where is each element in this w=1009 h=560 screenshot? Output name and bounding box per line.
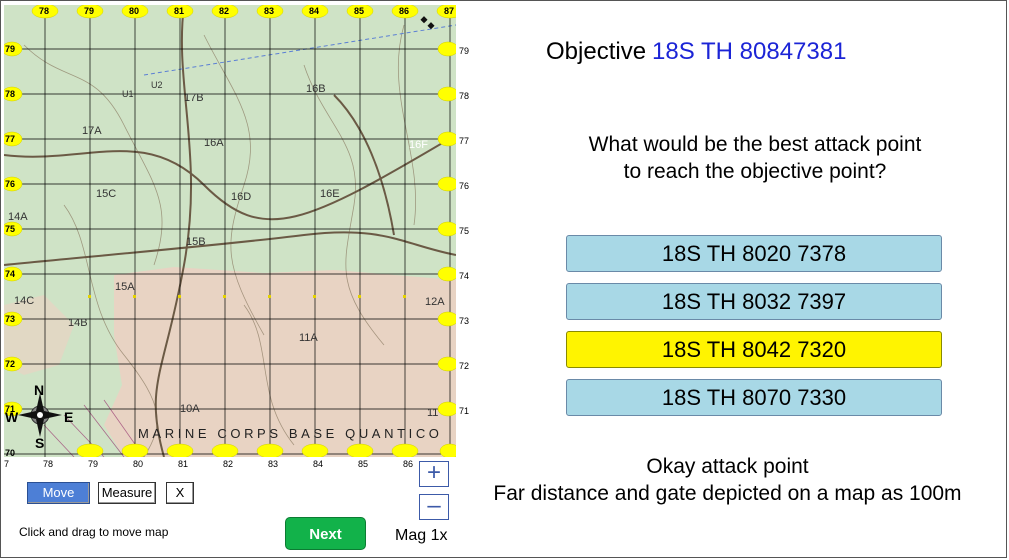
- map-area-label: 11: [427, 407, 439, 419]
- magnification-label: Mag 1x: [395, 527, 448, 544]
- grid-right-label: 76: [459, 181, 470, 191]
- grid-top-label: 86: [399, 6, 410, 16]
- map-area-label: 17B: [184, 92, 204, 104]
- feedback-text: Okay attack point Far distance and gate …: [455, 453, 1000, 507]
- map-hint-text: Click and drag to move map: [19, 525, 169, 539]
- feedback-line-2: Far distance and gate depicted on a map …: [493, 482, 962, 505]
- map-canvas[interactable]: [4, 5, 456, 457]
- grid-right-label: 77: [459, 136, 470, 146]
- grid-left-label: 71: [5, 404, 16, 414]
- grid-right-label: 74: [459, 271, 470, 281]
- grid-bottom-label: 78: [43, 459, 54, 469]
- grid-top-label: 78: [39, 6, 50, 16]
- map-area-label: 10A: [180, 403, 200, 415]
- grid-left-label: 75: [5, 224, 16, 234]
- grid-bottom-label: 81: [178, 459, 189, 469]
- grid-top-label: 85: [354, 6, 365, 16]
- grid-right-label: 71: [459, 406, 470, 416]
- grid-top-label: 82: [219, 6, 230, 16]
- grid-top-label: 81: [174, 6, 185, 16]
- map-area-label: 16E: [320, 188, 340, 200]
- compass-south: S: [35, 435, 45, 451]
- map-area-label: 15C: [96, 188, 117, 200]
- grid-bottom-label: 84: [313, 459, 324, 469]
- answer-option-4[interactable]: 18S TH 8070 7330: [566, 379, 942, 416]
- topographic-map[interactable]: 78 79 80 81 82 83 84 85 86 87 79 78 77 7…: [4, 5, 456, 457]
- grid-bottom-label: 79: [88, 459, 99, 469]
- grid-right-label: 72: [459, 361, 470, 371]
- question-line-2: to reach the objective point?: [623, 160, 887, 183]
- grid-left-label: 73: [5, 314, 16, 324]
- map-area-label: 16B: [306, 83, 326, 95]
- map-area-label: 11A: [299, 332, 318, 344]
- grid-left-label: 72: [5, 359, 16, 369]
- objective-grid: 18S TH 80847381: [652, 38, 847, 65]
- zoom-in-button[interactable]: +: [419, 461, 449, 487]
- compass-north: N: [34, 382, 45, 398]
- map-area-label: 15B: [186, 236, 206, 248]
- map-area-label: 16A: [204, 137, 224, 149]
- grid-left-label: 70: [5, 448, 16, 457]
- objective-label: Objective: [546, 38, 647, 65]
- target-icon: [420, 16, 435, 30]
- move-tool-button[interactable]: Move: [27, 482, 90, 504]
- grid-bottom-label: 82: [223, 459, 234, 469]
- grid-top-label: 84: [309, 6, 320, 16]
- objective-heading: Objective 18S TH 80847381: [546, 38, 846, 66]
- map-area-label: U2: [151, 80, 163, 90]
- grid-right-label: 79: [459, 46, 470, 56]
- grid-left-label: 79: [5, 44, 16, 54]
- map-base-name: MARINE CORPS BASE QUANTICO: [138, 426, 443, 441]
- answer-option-2[interactable]: 18S TH 8032 7397: [566, 283, 942, 320]
- question-text: What would be the best attack point to r…: [540, 131, 970, 185]
- map-area-label: 14B: [68, 317, 88, 329]
- grid-bottom-label: 83: [268, 459, 279, 469]
- grid-left-label: 78: [5, 89, 16, 99]
- answer-option-3[interactable]: 18S TH 8042 7320: [566, 331, 942, 368]
- grid-right-label: 73: [459, 316, 470, 326]
- grid-left-label: 76: [5, 179, 16, 189]
- map-area-label: 14A: [8, 211, 28, 223]
- compass-west: W: [5, 409, 19, 425]
- grid-top-label: 79: [84, 6, 95, 16]
- grid-bottom-label: 86: [403, 459, 414, 469]
- map-area-label: U1: [122, 89, 134, 99]
- question-line-1: What would be the best attack point: [588, 133, 922, 156]
- map-area-label: 12A: [425, 296, 445, 308]
- grid-top-label: 83: [264, 6, 275, 16]
- zoom-out-button[interactable]: –: [419, 494, 449, 520]
- compass-east: E: [64, 409, 74, 425]
- grid-bottom-label: 80: [133, 459, 144, 469]
- answer-option-1[interactable]: 18S TH 8020 7378: [566, 235, 942, 272]
- map-area-label: 14C: [14, 295, 35, 307]
- map-area-label: 15A: [115, 281, 135, 293]
- measure-tool-button[interactable]: Measure: [98, 482, 156, 504]
- compass-icon: [18, 393, 62, 437]
- grid-top-label: 87: [444, 6, 455, 16]
- grid-left-label: 74: [5, 269, 16, 279]
- next-button[interactable]: Next: [285, 517, 366, 550]
- map-area-label: 17A: [82, 125, 102, 137]
- grid-bottom-label: 85: [358, 459, 369, 469]
- grid-left-label: 77: [5, 134, 16, 144]
- map-area-label: 16F: [409, 139, 428, 151]
- map-area-label: 16D: [231, 191, 252, 203]
- grid-bottom-label: 7: [4, 459, 10, 469]
- clear-button[interactable]: X: [166, 482, 194, 504]
- feedback-line-1: Okay attack point: [646, 455, 809, 478]
- grid-top-label: 80: [129, 6, 140, 16]
- grid-right-label: 75: [459, 226, 470, 236]
- grid-right-label: 78: [459, 91, 470, 101]
